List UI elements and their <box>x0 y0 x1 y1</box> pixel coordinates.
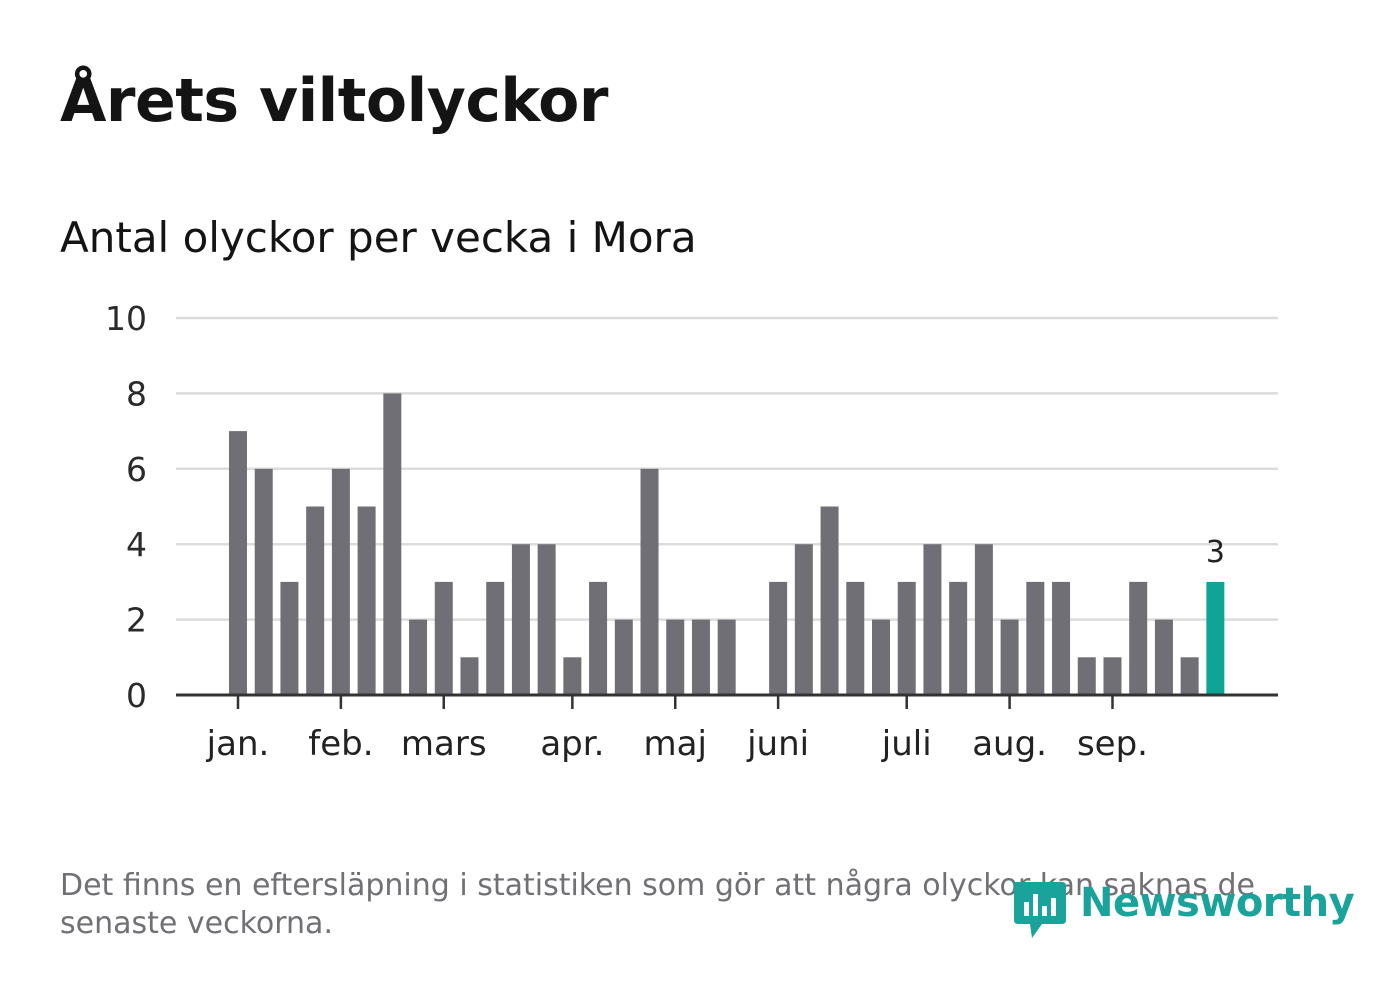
y-tick-label: 8 <box>126 374 147 413</box>
bar <box>897 581 916 695</box>
bar-chart: 0 2 4 6 8 10 jan. feb. mars apr. maj juni juli aug. s… <box>105 299 1278 764</box>
bar <box>511 544 530 695</box>
bar <box>434 581 453 695</box>
bar <box>486 581 505 695</box>
highlight-bar <box>1206 581 1225 695</box>
bar <box>460 657 479 695</box>
bar <box>229 431 247 695</box>
bar <box>614 619 633 695</box>
bar <box>717 619 736 695</box>
bar <box>357 506 376 695</box>
y-tick-label: 0 <box>126 676 147 715</box>
x-tick-label: feb. <box>308 724 373 764</box>
bar <box>306 506 325 695</box>
chart-subtitle: Antal olyckor per vecka i Mora <box>60 213 697 262</box>
x-tick-label: apr. <box>540 724 604 764</box>
bar <box>923 544 942 695</box>
bar <box>383 393 402 695</box>
bar <box>1154 619 1173 695</box>
newsworthy-logo-text: Newsworthy <box>1080 880 1355 926</box>
bars <box>229 393 1225 695</box>
y-tick-label: 6 <box>126 450 147 489</box>
bar <box>1077 657 1096 695</box>
bar <box>1026 581 1045 695</box>
y-tick-label: 4 <box>126 525 147 564</box>
data-labels: 3 <box>1206 535 1225 570</box>
bar <box>409 619 428 695</box>
bar <box>640 468 659 695</box>
data-label: 3 <box>1206 535 1225 570</box>
bar <box>666 619 685 695</box>
x-tick-label: mars <box>401 724 487 764</box>
bar <box>691 619 710 695</box>
bar <box>589 581 608 695</box>
chart-title: Årets viltolyckor <box>60 66 609 136</box>
bar <box>1052 581 1071 695</box>
y-tick-label: 10 <box>105 299 147 338</box>
x-tick-label: aug. <box>972 724 1047 764</box>
y-tick-label: 2 <box>126 601 147 640</box>
newsworthy-logo: Newsworthy <box>1010 876 1355 946</box>
bar <box>1180 657 1199 695</box>
bar <box>820 506 839 695</box>
bar <box>794 544 813 695</box>
x-tick-label: sep. <box>1077 724 1148 764</box>
bar <box>1129 581 1148 695</box>
bar <box>1000 619 1019 695</box>
bar <box>769 581 788 695</box>
bar <box>537 544 556 695</box>
bar <box>563 657 582 695</box>
x-tick-label: jan. <box>206 724 270 764</box>
bar <box>331 468 350 695</box>
x-tick-label: maj <box>644 724 707 764</box>
x-tick-label: juli <box>881 724 932 764</box>
y-axis-ticks: 0 2 4 6 8 10 <box>105 299 147 715</box>
x-tick-label: juni <box>746 724 809 764</box>
x-axis: jan. feb. mars apr. maj juni juli aug. sep. <box>176 693 1278 764</box>
bar <box>974 544 993 695</box>
bar <box>949 581 968 695</box>
bar <box>846 581 865 695</box>
bar <box>1103 657 1122 695</box>
bar <box>254 468 273 695</box>
bar <box>280 581 299 695</box>
newsworthy-logo-icon <box>1014 882 1066 938</box>
bar <box>872 619 890 695</box>
